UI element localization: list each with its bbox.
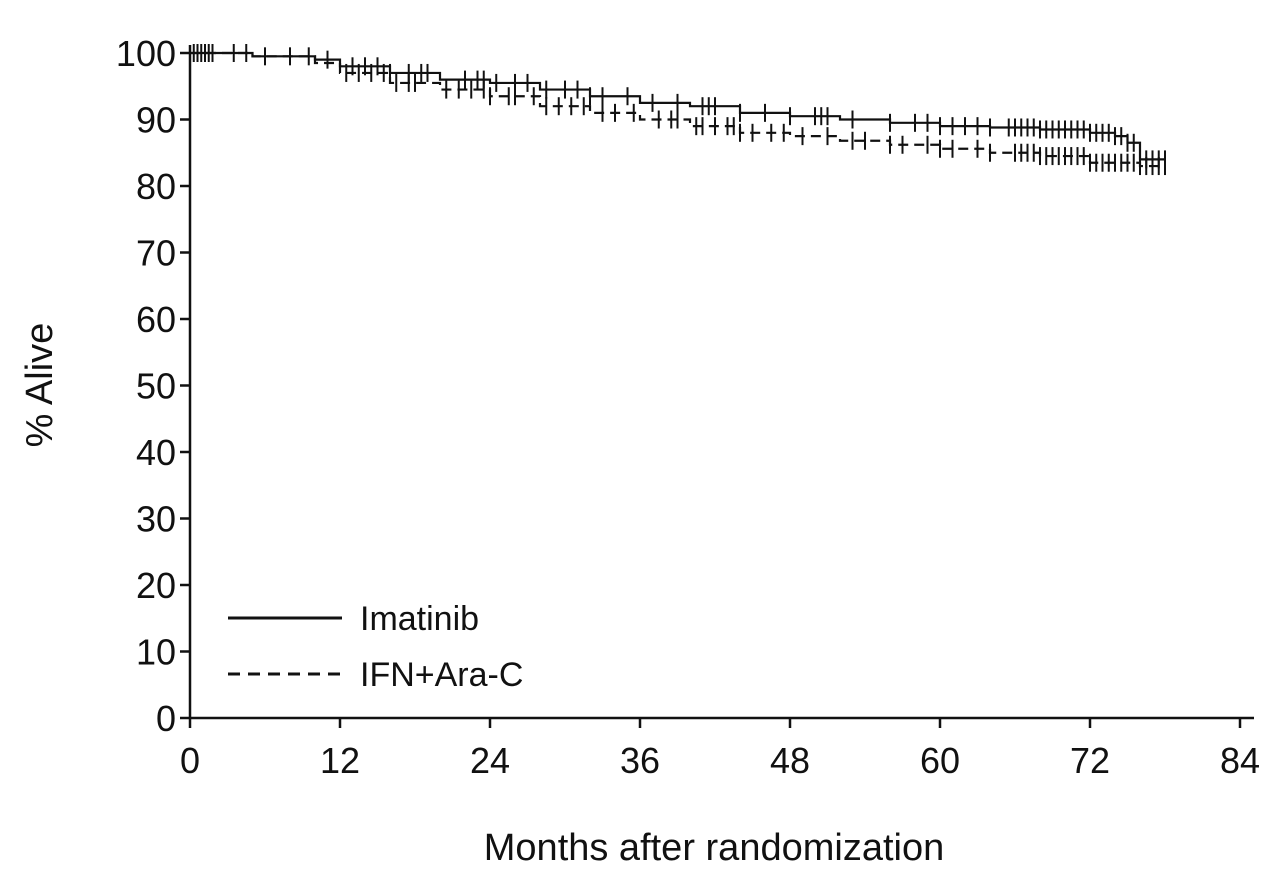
x-tick-label: 0 [180,740,200,781]
axes: 0 12 24 36 48 60 72 84 0 10 20 30 40 50 60 70 80 90 100 [116,33,1260,781]
legend-label-imatinib: Imatinib [360,600,479,638]
x-tick-label: 24 [470,740,510,781]
y-tick-label: 10 [136,632,176,673]
x-tick-label: 48 [770,740,810,781]
y-tick-label: 50 [136,366,176,407]
x-tick-label: 60 [920,740,960,781]
x-tick-label: 72 [1070,740,1110,781]
legend-label-ifn-ara-c: IFN+Ara-C [360,656,523,694]
y-tick-label: 70 [136,233,176,274]
plot-area [190,44,1165,175]
y-tick-label: 20 [136,565,176,606]
legend: Imatinib IFN+Ara-C [228,600,523,694]
y-tick-label: 80 [136,166,176,207]
y-tick-label: 100 [116,33,176,74]
y-tick-label: 30 [136,499,176,540]
y-tick-label: 60 [136,299,176,340]
y-tick-label: 0 [156,698,176,739]
y-axis-title: % Alive [19,323,61,448]
y-tick-label: 90 [136,100,176,141]
x-tick-label: 36 [620,740,660,781]
x-axis-title: Months after randomization [484,827,944,869]
y-tick-label: 40 [136,432,176,473]
x-tick-label: 12 [320,740,360,781]
x-tick-label: 84 [1220,740,1260,781]
